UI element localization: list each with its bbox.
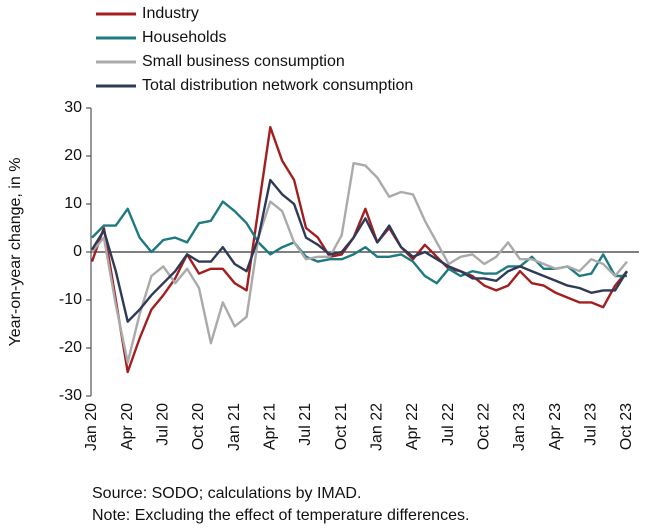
x-tick-label: Jul 20	[155, 403, 172, 446]
y-tick-label: 20	[64, 147, 82, 164]
x-tick-label: Oct 21	[333, 403, 350, 450]
x-tick-label: Apr 20	[119, 403, 136, 450]
y-axis-label: Year-on-year change, in %	[7, 158, 24, 347]
y-tick-label: -10	[59, 291, 82, 308]
source-note: Source: SODO; calculations by IMAD.	[92, 485, 361, 502]
x-tick-label: Apr 23	[547, 403, 564, 450]
legend-label: Total distribution network consumption	[142, 77, 413, 94]
legend-label: Small business consumption	[142, 53, 345, 70]
x-tick-label: Jul 22	[440, 403, 457, 446]
x-tick-label: Jan 21	[226, 403, 243, 451]
y-tick-label: -20	[59, 339, 82, 356]
x-tick-label: Jan 22	[369, 403, 386, 451]
legend-label: Households	[142, 29, 227, 46]
series-line	[90, 126, 628, 374]
x-tick-label: Jul 21	[297, 403, 314, 446]
y-tick-label: -30	[59, 387, 82, 404]
x-tick-label: Jan 23	[511, 403, 528, 451]
x-tick-label: Apr 22	[404, 403, 421, 450]
series-line	[91, 162, 628, 364]
x-tick-label: Jul 23	[583, 403, 600, 446]
x-tick-label: Oct 23	[618, 403, 635, 450]
x-tick-label: Apr 21	[262, 403, 279, 450]
note: Note: Excluding the effect of temperatur…	[92, 507, 469, 524]
series-line	[90, 178, 629, 323]
series-line	[91, 200, 627, 285]
legend-label: Industry	[142, 5, 199, 22]
x-tick-label: Oct 22	[476, 403, 493, 450]
y-tick-label: 0	[73, 243, 82, 260]
y-tick-label: 10	[64, 195, 82, 212]
y-tick-label: 30	[64, 99, 82, 116]
x-tick-label: Jan 20	[83, 403, 100, 451]
x-tick-label: Oct 20	[190, 403, 207, 450]
